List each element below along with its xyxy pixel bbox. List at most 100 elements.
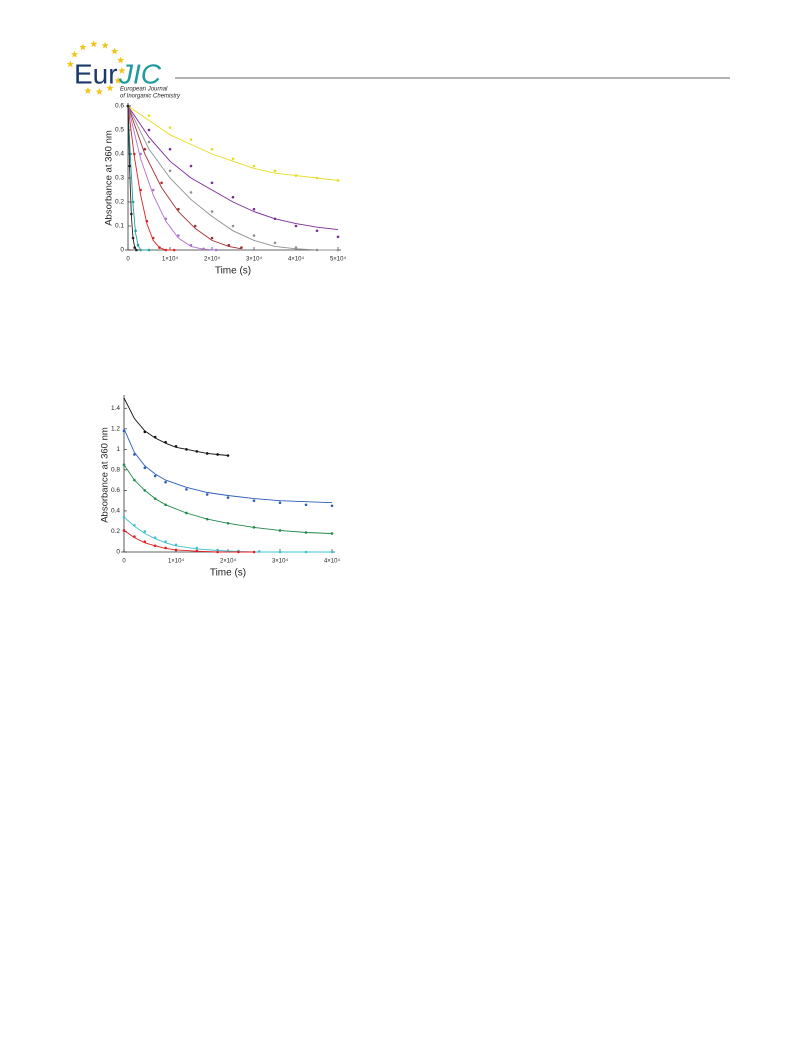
star: [118, 66, 126, 74]
data-point: [278, 529, 282, 532]
star: [111, 47, 119, 55]
data-point: [133, 246, 137, 249]
data-point: [133, 524, 136, 527]
journal-line1: European Journal: [120, 87, 168, 93]
star: [79, 43, 87, 51]
data-point: [189, 164, 193, 168]
data-point: [189, 191, 193, 194]
data-point: [278, 550, 282, 554]
data-point: [202, 247, 205, 251]
data-point: [131, 200, 135, 204]
star: [90, 40, 98, 48]
data-point: [294, 174, 298, 177]
x-tick-label: 3×10⁴: [272, 558, 289, 565]
y-axis-label: Absorbance at 360 nm: [100, 427, 111, 523]
fit-line: [127, 105, 339, 181]
y-tick-label: 0.1: [115, 223, 124, 230]
x-tick-label: 0: [126, 257, 130, 263]
data-point: [304, 531, 308, 534]
data-point: [273, 217, 277, 221]
data-point: [252, 499, 256, 502]
data-point: [294, 224, 298, 228]
data-point: [139, 248, 142, 252]
data-point: [226, 521, 230, 525]
data-point: [172, 248, 176, 252]
data-point: [195, 549, 199, 553]
fit-line: [127, 105, 339, 231]
data-point: [252, 164, 256, 168]
data-point: [143, 489, 147, 492]
data-point: [278, 501, 282, 505]
data-point: [195, 450, 199, 453]
data-point: [189, 138, 193, 141]
data-point: [130, 212, 133, 216]
y-tick-label: 0.4: [111, 508, 120, 515]
data-point: [143, 430, 147, 434]
data-point: [151, 236, 155, 240]
data-point: [164, 540, 167, 544]
fit-line: [127, 105, 242, 250]
star: [66, 60, 74, 68]
data-point: [158, 246, 161, 249]
logo-right: JIC: [118, 58, 162, 89]
x-tick-label: 1×10⁴: [162, 256, 179, 263]
data-point: [210, 147, 214, 151]
data-point: [143, 466, 147, 470]
x-axis-label: Time (s): [210, 568, 246, 579]
data-point: [205, 517, 209, 521]
data-point: [139, 152, 142, 156]
data-point: [143, 147, 147, 151]
journal-line2: of Inorganic Chemistry: [120, 94, 181, 100]
fit-line: [127, 105, 217, 251]
fit-line: [123, 530, 254, 553]
x-tick-label: 3×10⁴: [246, 256, 263, 263]
y-tick-label: 0.5: [115, 127, 124, 134]
data-point: [147, 128, 151, 132]
data-point: [252, 207, 256, 211]
data-point: [168, 169, 172, 173]
data-point: [160, 181, 163, 185]
y-tick-label: 0.8: [111, 467, 120, 474]
data-point: [185, 448, 188, 451]
data-point: [153, 497, 157, 500]
data-point: [315, 176, 319, 180]
data-point: [147, 248, 151, 252]
data-point: [177, 207, 180, 211]
data-point: [145, 219, 149, 223]
data-point: [227, 243, 231, 247]
data-point: [177, 234, 180, 237]
x-axis-label: Time (s): [215, 266, 251, 277]
data-point: [214, 248, 218, 252]
data-point: [164, 503, 167, 507]
data-point: [174, 444, 178, 448]
data-point: [231, 224, 235, 228]
data-point: [210, 210, 214, 213]
y-tick-label: 0.2: [111, 528, 120, 535]
data-point: [252, 234, 256, 237]
data-point: [153, 435, 157, 439]
data-point: [168, 147, 172, 151]
y-tick-label: 1.4: [111, 405, 120, 412]
data-point: [134, 229, 137, 233]
y-tick-label: 0: [116, 549, 120, 556]
data-point: [139, 188, 142, 192]
data-point: [164, 217, 168, 221]
data-point: [273, 241, 277, 245]
data-point: [195, 546, 199, 550]
star: [117, 56, 125, 64]
data-point: [304, 503, 308, 507]
data-point: [210, 181, 214, 185]
data-point: [294, 246, 298, 249]
data-point: [185, 511, 188, 515]
data-point: [126, 104, 130, 108]
data-point: [336, 248, 340, 252]
data-point: [336, 235, 340, 239]
data-point: [153, 544, 157, 548]
data-point: [128, 164, 131, 168]
data-point: [164, 480, 167, 484]
data-point: [185, 488, 188, 491]
data-point: [133, 453, 136, 456]
y-tick-label: 1: [116, 446, 120, 453]
x-tick-label: 5×10⁴: [330, 256, 347, 263]
data-point: [240, 246, 243, 249]
